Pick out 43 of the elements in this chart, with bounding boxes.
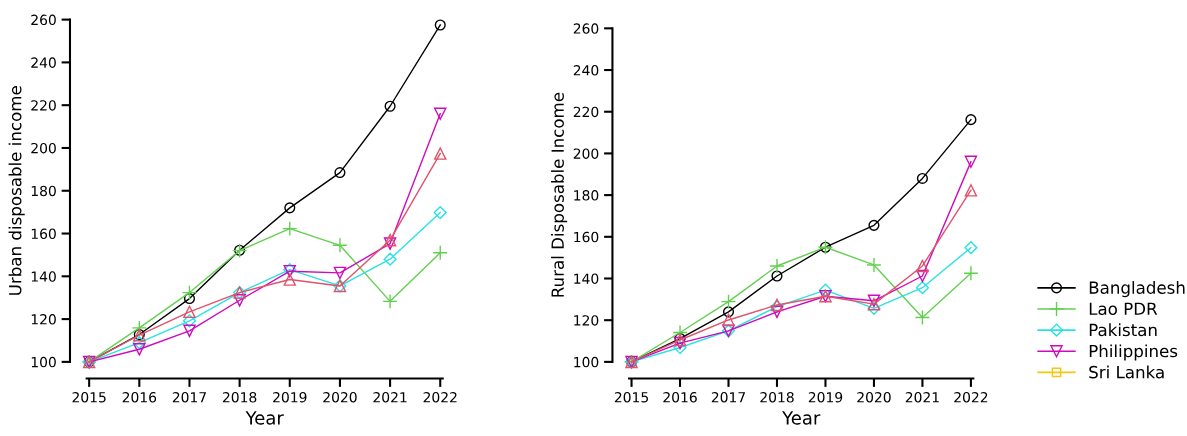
y-axis-title: Rural Disposable Income <box>551 92 568 297</box>
x-tick-label: 2016 <box>663 391 697 403</box>
x-axis-title: Year <box>782 411 821 425</box>
y-tick-label: 100 <box>574 356 599 368</box>
y-tick-label: 200 <box>31 142 56 154</box>
y-tick-label: 120 <box>574 315 599 326</box>
x-tick-label: 2022 <box>954 391 988 403</box>
y-tick-label: 120 <box>31 314 56 325</box>
y-tick-label: 200 <box>573 148 599 159</box>
legend-label: Pakistan <box>1089 323 1157 337</box>
y-tick-label: 240 <box>31 57 56 68</box>
x-tick-label: 2017 <box>172 391 206 403</box>
y-tick-label: 240 <box>573 65 599 76</box>
y-tick-label: 160 <box>31 228 56 240</box>
x-tick-label: 2022 <box>423 391 457 403</box>
x-tick-label: 2018 <box>760 391 794 403</box>
y-tick-label: 180 <box>31 185 56 197</box>
y-tick-label: 260 <box>573 23 599 34</box>
y-tick-label: 220 <box>31 100 56 111</box>
x-tick-label: 2019 <box>808 391 843 403</box>
legend-label: Sri Lanka <box>1089 365 1164 379</box>
y-tick-label: 180 <box>574 190 599 201</box>
y-tick-label: 260 <box>31 14 56 26</box>
x-tick-label: 2017 <box>711 391 745 403</box>
x-tick-label: 2019 <box>273 391 307 403</box>
legend-label: Bangladesh <box>1089 281 1185 298</box>
legend-label: Lao PDR <box>1089 302 1158 316</box>
x-axis-title: Year <box>245 411 284 425</box>
x-tick-label: 2021 <box>373 391 407 403</box>
y-tick-label: 160 <box>574 231 599 243</box>
x-tick-label: 2015 <box>72 391 106 403</box>
y-tick-label: 140 <box>574 273 599 284</box>
y-tick-label: 100 <box>31 356 56 368</box>
x-tick-label: 2018 <box>222 391 257 403</box>
x-tick-label: 2015 <box>614 391 648 403</box>
y-tick-label: 220 <box>573 106 599 118</box>
x-tick-label: 2016 <box>122 391 157 403</box>
y-tick-label: 140 <box>31 271 56 282</box>
x-tick-label: 2020 <box>323 391 357 403</box>
x-tick-label: 2021 <box>905 391 939 403</box>
x-tick-label: 2020 <box>857 391 891 403</box>
y-axis-title: Urban disposable income <box>8 86 25 295</box>
legend-label: Philippines <box>1089 344 1178 361</box>
